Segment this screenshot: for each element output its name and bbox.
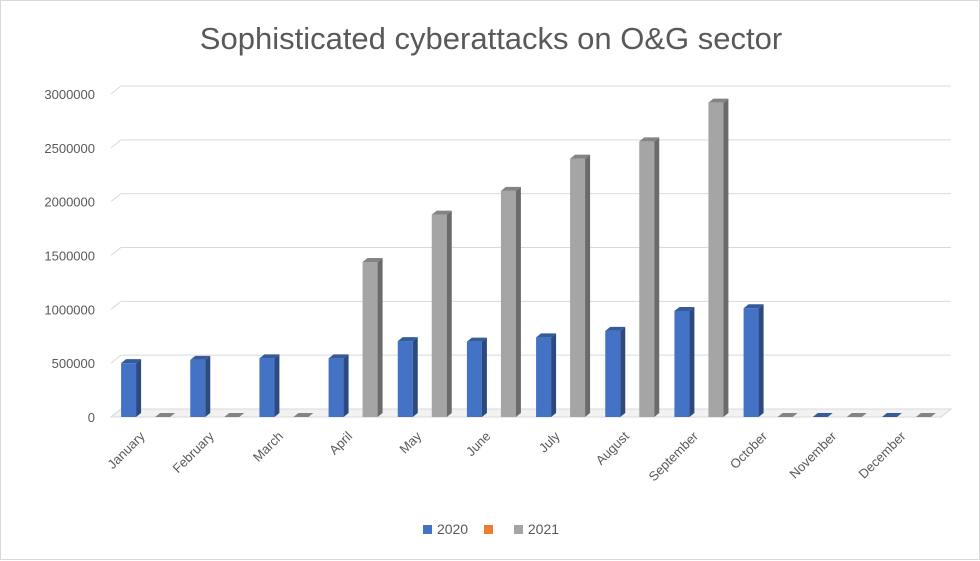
gridline-side [110, 247, 122, 256]
bar-2020-october [743, 308, 759, 417]
legend-label-2021: 2021 [527, 521, 560, 537]
bar-2020-october-side [758, 304, 764, 417]
gridline-side [110, 408, 122, 418]
x-tick-label: October [727, 428, 771, 472]
bar-2020-june-side [481, 337, 487, 417]
bar-2020-september [674, 310, 690, 417]
bar-2020-june [466, 341, 482, 417]
x-tick-label: December [856, 428, 909, 481]
x-tick-label: July [536, 428, 563, 455]
bar-2020-march-side [274, 354, 280, 417]
y-tick-label: 2000000 [44, 195, 95, 210]
x-tick-label: August [593, 428, 632, 467]
bar-2020-december-top [881, 413, 902, 417]
legend-item-2021-orange [484, 521, 498, 537]
bar-2021-september [708, 102, 724, 417]
bar-2021-april-side [377, 257, 383, 417]
x-tick-label: April [326, 428, 355, 457]
bar-2021-november-top [846, 413, 867, 417]
bar-2020-october-top [743, 304, 764, 309]
legend-swatch-2020 [422, 525, 432, 534]
bar-2020-september-side [689, 306, 695, 417]
legend-item-2021: 2021 [513, 521, 560, 537]
bar-2020-february-top [190, 355, 211, 360]
x-tick-label: February [169, 428, 217, 476]
y-tick-label: 1000000 [44, 302, 95, 317]
y-tick-label: 1500000 [44, 249, 95, 264]
gridline-side [110, 139, 122, 149]
bar-2020-january-top [121, 359, 142, 364]
chart-legend: 2020 2021 [1, 521, 980, 537]
bar-2021-february-top [224, 413, 245, 417]
bar-2021-july-top [570, 154, 591, 159]
bar-2021-may [431, 214, 447, 417]
bar-2021-june-top [500, 186, 521, 191]
bar-2021-june-side [515, 186, 521, 417]
bar-2020-august [605, 330, 621, 417]
y-tick-label: 2500000 [44, 141, 95, 156]
bar-2021-august [639, 141, 655, 417]
legend-label-2020: 2020 [436, 521, 469, 537]
bar-2020-july-top [536, 333, 557, 338]
legend-swatch-2021-orange [484, 525, 493, 534]
legend-swatch-2021 [513, 525, 523, 534]
bar-2021-april [362, 261, 378, 417]
bar-2020-january-side [136, 359, 142, 417]
bar-2021-october-top [777, 413, 798, 417]
bar-2021-january-top [155, 413, 176, 417]
bar-2020-february-side [205, 355, 211, 417]
bar-2020-may-top [397, 337, 418, 342]
bar-2020-february [190, 359, 206, 417]
bar-2020-may-side [412, 337, 418, 417]
bar-2020-march-top [259, 354, 280, 359]
bar-2020-august-top [605, 326, 626, 331]
bar-2020-july [536, 337, 552, 417]
x-tick-label: January [104, 428, 148, 472]
gridline-side [110, 300, 122, 310]
chart-title: Sophisticated cyberattacks on O&G sector [199, 21, 783, 56]
x-tick-label: May [396, 428, 424, 456]
x-tick-label: November [786, 428, 839, 481]
bar-2021-may-side [446, 210, 452, 417]
bar-2020-june-top [466, 337, 487, 342]
bar-2021-september-side [723, 98, 729, 417]
gridline-side [110, 354, 122, 364]
bar-2021-july [570, 158, 586, 417]
x-tick-label: June [463, 429, 494, 460]
bar-2020-april-top [328, 354, 349, 359]
x-tick-label: September [645, 428, 701, 484]
bar-2020-january [121, 363, 137, 417]
bar-2021-december-top [915, 413, 936, 417]
bar-2021-september-top [708, 98, 729, 103]
gridline-side [110, 85, 122, 95]
x-tick-label: March [250, 429, 286, 465]
bar-2021-june [500, 190, 516, 417]
bar-2020-november-top [812, 413, 833, 417]
bar-2021-august-side [654, 137, 660, 417]
bar-2021-march-top [293, 413, 314, 417]
bar-2020-august-side [620, 326, 626, 417]
y-tick-label: 500000 [52, 356, 95, 371]
gridline-side [110, 193, 122, 203]
bar-2020-april-side [343, 354, 349, 417]
bar-2020-april [328, 358, 344, 417]
bar-2021-august-top [639, 137, 660, 142]
bar-2021-april-top [362, 257, 383, 262]
bar-2020-july-side [551, 333, 557, 417]
bar-2020-september-top [674, 306, 695, 311]
y-tick-label: 3000000 [44, 87, 95, 102]
y-tick-label: 0 [88, 410, 95, 425]
bar-2021-july-side [585, 154, 591, 417]
legend-item-2020: 2020 [422, 521, 469, 537]
bar-2020-may [397, 341, 413, 417]
bar-2021-may-top [431, 210, 452, 215]
bar-2020-march [259, 358, 275, 417]
